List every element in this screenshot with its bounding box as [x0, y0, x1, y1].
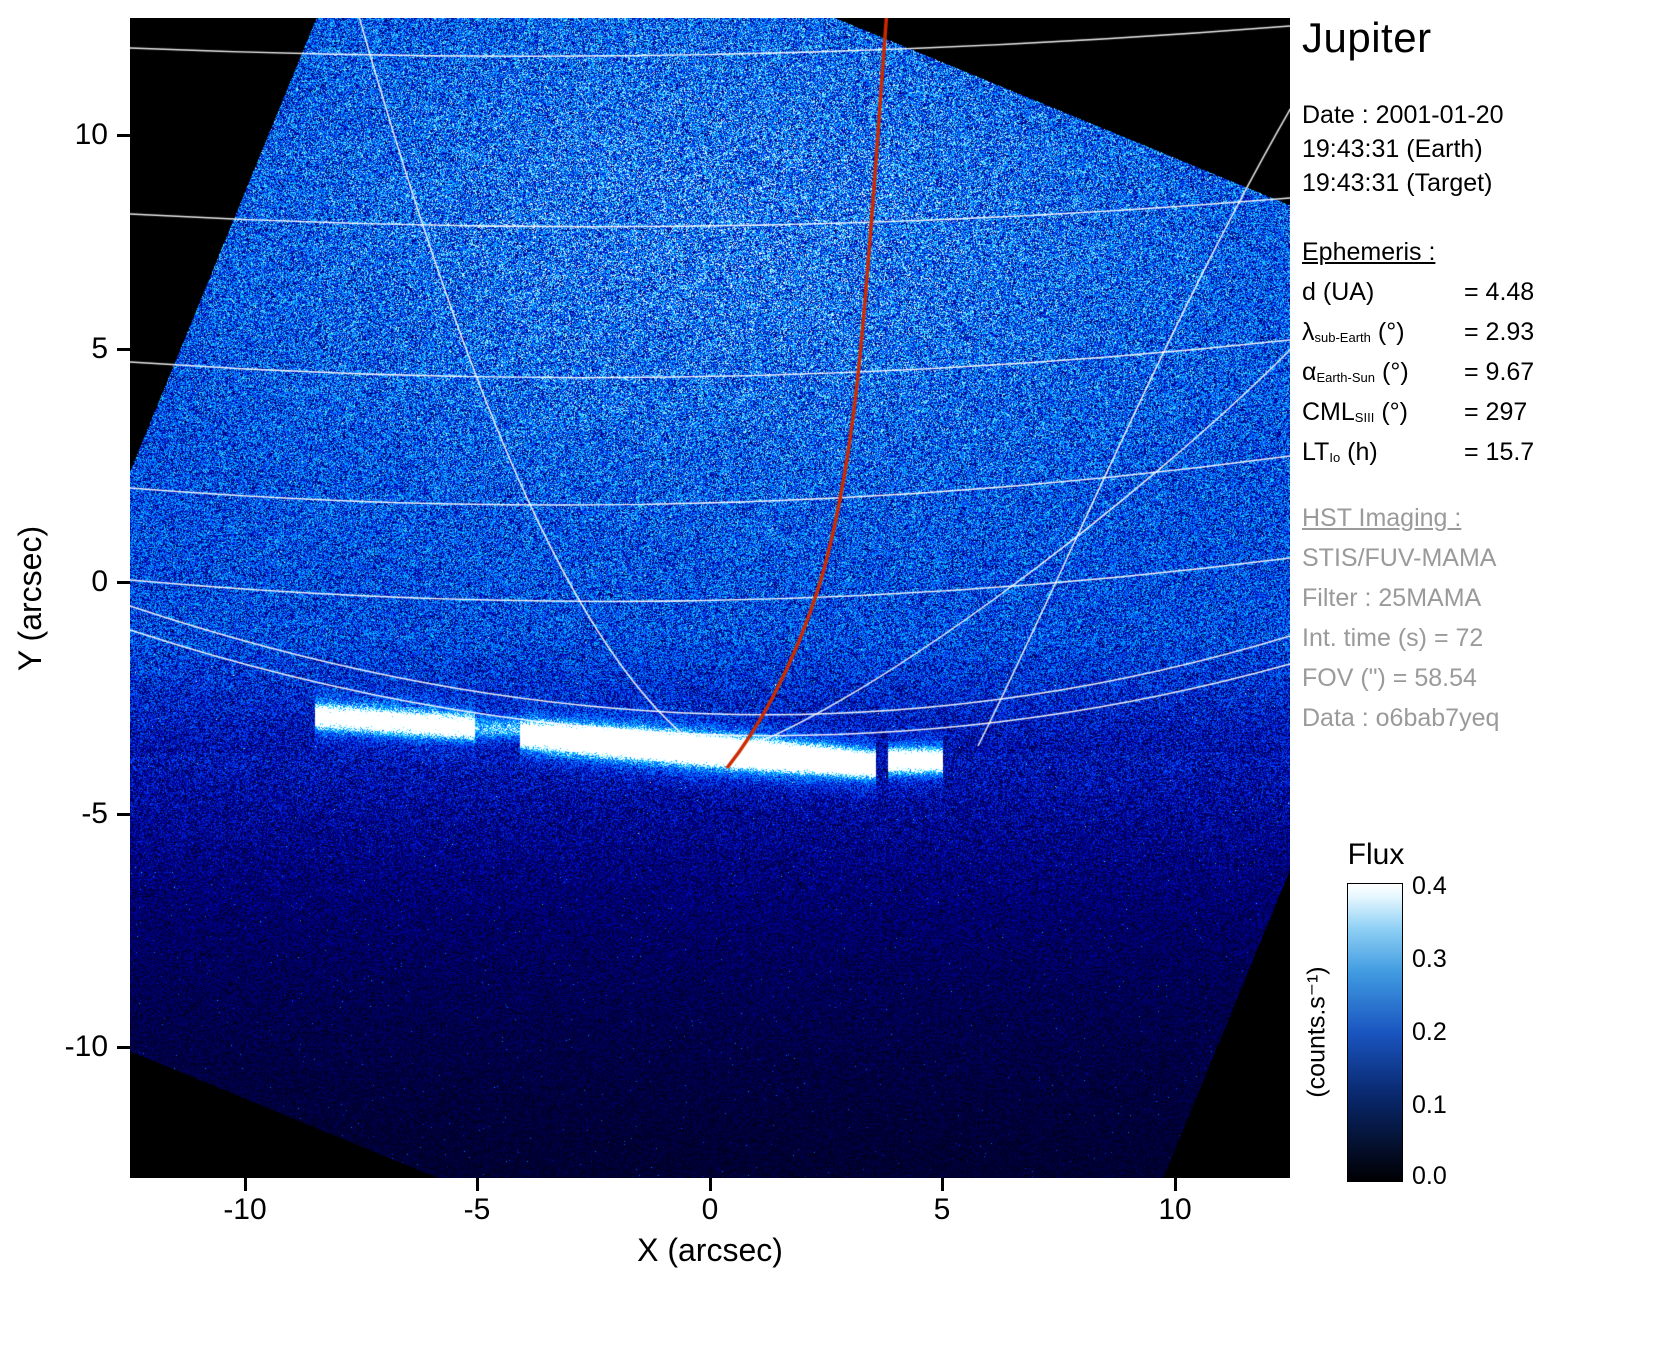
- y-tick-mark: [117, 134, 130, 137]
- eph-symbol: α: [1302, 358, 1316, 387]
- y-tick-label: 0: [36, 564, 108, 600]
- eph-symbol: λ: [1302, 318, 1315, 347]
- x-tick-mark: [1174, 1178, 1177, 1191]
- y-tick-mark: [117, 348, 130, 351]
- y-tick-mark: [117, 1046, 130, 1049]
- y-tick-label: -5: [36, 796, 108, 832]
- y-tick-mark: [117, 581, 130, 584]
- x-tick-mark: [476, 1178, 479, 1191]
- eph-symbol: LT: [1302, 438, 1329, 467]
- x-axis-label: X (arcsec): [130, 1232, 1290, 1269]
- x-tick-mark: [244, 1178, 247, 1191]
- ephemeris-row: λ sub-Earth (°) = 2.93: [1302, 318, 1534, 358]
- fuv-image-canvas: [130, 18, 1290, 1178]
- y-tick-label: -10: [36, 1029, 108, 1065]
- time-earth-line: 19:43:31 (Earth): [1302, 132, 1504, 166]
- page-title: Jupiter: [1302, 14, 1432, 62]
- colorbar-unit-label: (counts.s⁻¹): [1294, 883, 1340, 1180]
- hst-imaging-block: HST Imaging : STIS/FUV-MAMA Filter : 25M…: [1302, 498, 1499, 738]
- colorbar-tick-label: 0.0: [1412, 1161, 1447, 1191]
- eph-unit: (°): [1381, 398, 1408, 427]
- colorbar-title: Flux: [1330, 838, 1422, 872]
- x-tick-mark: [709, 1178, 712, 1191]
- observation-datetime: Date : 2001-01-20 19:43:31 (Earth) 19:43…: [1302, 98, 1504, 200]
- ephemeris-heading: Ephemeris :: [1302, 238, 1435, 267]
- eph-unit: (°): [1378, 318, 1405, 347]
- eph-value: = 4.48: [1464, 278, 1534, 307]
- ephemeris-row: CML SIII (°) = 297: [1302, 398, 1534, 438]
- figure: Y (arcsec) 10 5 0 -5 -10 -10 -5 0 5 10 X…: [0, 0, 1676, 1367]
- colorbar-tick-label: 0.4: [1412, 871, 1447, 901]
- eph-subscript: sub-Earth: [1315, 331, 1371, 344]
- eph-subscript: Io: [1329, 451, 1340, 464]
- ephemeris-row: LT Io (h) = 15.7: [1302, 438, 1534, 478]
- eph-symbol: d: [1302, 278, 1316, 307]
- eph-unit: (°): [1382, 358, 1409, 387]
- colorbar: [1347, 883, 1403, 1182]
- ephemeris-list: d (UA) = 4.48 λ sub-Earth (°) = 2.93 α Earth…: [1302, 278, 1534, 478]
- colorbar-tick-label: 0.1: [1412, 1090, 1447, 1120]
- eph-symbol: CML: [1302, 398, 1355, 427]
- eph-unit: (h): [1347, 438, 1378, 467]
- eph-value: = 15.7: [1464, 438, 1534, 467]
- eph-value: = 2.93: [1464, 318, 1534, 347]
- y-tick-label: 10: [36, 117, 108, 153]
- eph-unit: (UA): [1323, 278, 1374, 307]
- hst-int-time: Int. time (s) = 72: [1302, 618, 1499, 658]
- eph-subscript: SIII: [1355, 411, 1375, 424]
- hst-filter: Filter : 25MAMA: [1302, 578, 1499, 618]
- x-tick-label: 10: [1115, 1192, 1235, 1228]
- date-line: Date : 2001-01-20: [1302, 98, 1504, 132]
- eph-value: = 297: [1464, 398, 1527, 427]
- hst-data-id: Data : o6bab7yeq: [1302, 698, 1499, 738]
- hst-instrument: STIS/FUV-MAMA: [1302, 538, 1499, 578]
- colorbar-tick-label: 0.2: [1412, 1017, 1447, 1047]
- ephemeris-row: α Earth-Sun (°) = 9.67: [1302, 358, 1534, 398]
- time-target-line: 19:43:31 (Target): [1302, 166, 1504, 200]
- x-tick-label: -10: [185, 1192, 305, 1228]
- x-tick-mark: [941, 1178, 944, 1191]
- eph-subscript: Earth-Sun: [1316, 371, 1375, 384]
- hst-imaging-heading: HST Imaging :: [1302, 498, 1499, 538]
- x-tick-label: -5: [417, 1192, 537, 1228]
- x-tick-label: 0: [650, 1192, 770, 1228]
- eph-value: = 9.67: [1464, 358, 1534, 387]
- y-tick-mark: [117, 813, 130, 816]
- hst-fov: FOV (") = 58.54: [1302, 658, 1499, 698]
- y-tick-label: 5: [36, 331, 108, 367]
- colorbar-tick-label: 0.3: [1412, 944, 1447, 974]
- x-tick-label: 5: [882, 1192, 1002, 1228]
- ephemeris-row: d (UA) = 4.48: [1302, 278, 1534, 318]
- plot-area: [130, 18, 1290, 1178]
